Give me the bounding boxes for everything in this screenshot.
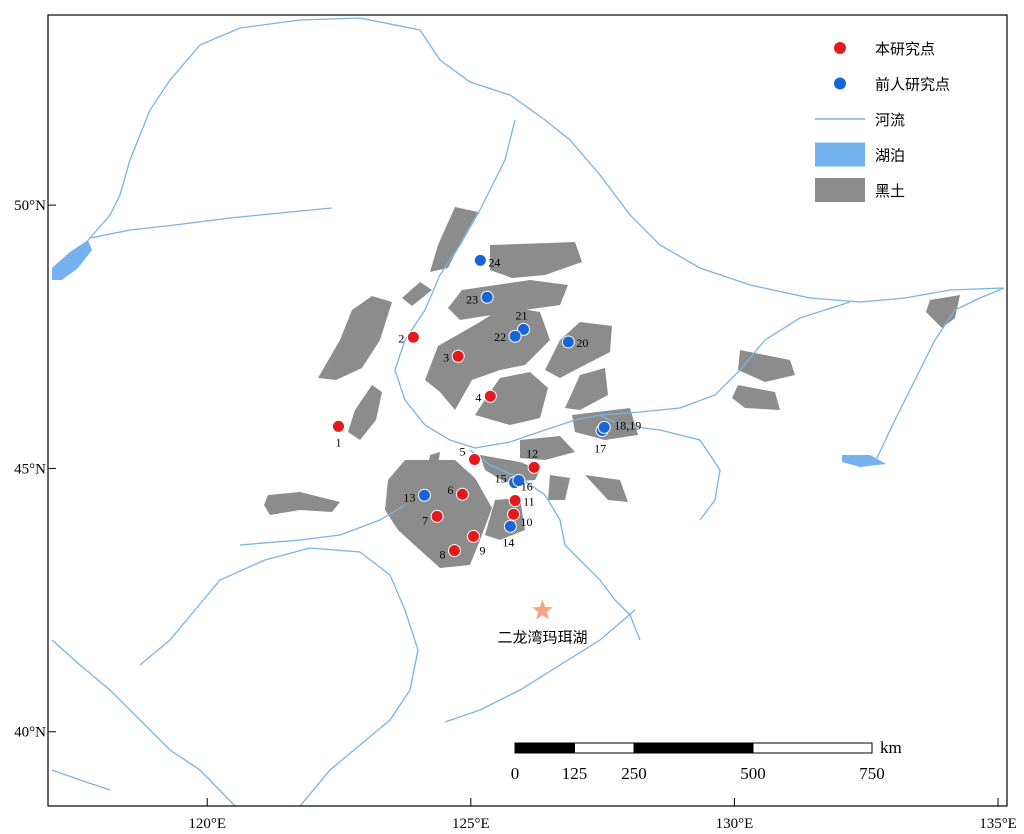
scale-unit: km bbox=[880, 738, 902, 757]
site-point bbox=[517, 322, 531, 336]
site-label: 22 bbox=[494, 330, 506, 344]
site-point bbox=[597, 420, 611, 434]
site-point bbox=[331, 419, 345, 433]
x-tick-label: 130°E bbox=[716, 816, 754, 832]
site-point bbox=[468, 452, 482, 466]
site-point bbox=[480, 290, 494, 304]
site-point bbox=[451, 349, 465, 363]
site-label: 12 bbox=[526, 446, 538, 460]
scale-segment bbox=[633, 742, 754, 754]
site-label: 15 bbox=[495, 472, 507, 486]
site-label: 11 bbox=[523, 495, 535, 509]
y-tick-label: 40°N bbox=[14, 725, 46, 741]
scale-segment bbox=[514, 742, 575, 754]
site-label: 14 bbox=[502, 535, 514, 549]
legend-label: 黑土 bbox=[875, 182, 905, 200]
site-label: 24 bbox=[488, 255, 500, 269]
site-point bbox=[507, 507, 521, 521]
site-label: 21 bbox=[516, 308, 528, 322]
site-label: 6 bbox=[447, 483, 453, 497]
site-point bbox=[447, 544, 461, 558]
legend-label: 河流 bbox=[875, 111, 905, 129]
legend-label: 本研究点 bbox=[875, 40, 935, 58]
lake-label: 二龙湾玛珥湖 bbox=[498, 629, 588, 647]
x-tick-label: 125°E bbox=[452, 816, 490, 832]
site-label: 23 bbox=[466, 292, 478, 306]
scale-label: 0 bbox=[511, 764, 520, 783]
scale-segment bbox=[752, 742, 873, 754]
site-label: 7 bbox=[422, 513, 428, 527]
site-label: 9 bbox=[479, 543, 485, 557]
scale-label: 750 bbox=[859, 764, 885, 783]
site-label: 4 bbox=[475, 390, 481, 404]
site-point bbox=[417, 488, 431, 502]
site-label: 20 bbox=[576, 336, 588, 350]
site-point bbox=[508, 494, 522, 508]
site-label: 17 bbox=[594, 442, 606, 456]
site-point bbox=[503, 519, 517, 533]
site-label: 13 bbox=[403, 490, 415, 504]
site-point bbox=[561, 335, 575, 349]
site-label: 16 bbox=[521, 480, 533, 494]
y-tick-label: 50°N bbox=[14, 198, 46, 214]
legend-symbol bbox=[815, 142, 865, 167]
site-point bbox=[466, 529, 480, 543]
site-point bbox=[508, 329, 522, 343]
scale-segment bbox=[574, 742, 635, 754]
site-point bbox=[430, 509, 444, 523]
map-frame bbox=[47, 14, 1008, 807]
site-label: 1 bbox=[335, 435, 341, 449]
y-tick-label: 45°N bbox=[14, 461, 46, 477]
legend-label: 前人研究点 bbox=[875, 76, 950, 94]
scale-label: 250 bbox=[621, 764, 647, 783]
site-point bbox=[406, 330, 420, 344]
site-point bbox=[473, 253, 487, 267]
site-label: 3 bbox=[443, 350, 449, 364]
site-label: 2 bbox=[398, 331, 404, 345]
site-point bbox=[483, 389, 497, 403]
rivers bbox=[51, 17, 1005, 806]
site-label: 8 bbox=[439, 548, 445, 562]
scale-label: 500 bbox=[740, 764, 766, 783]
legend-symbol bbox=[834, 42, 846, 54]
site-point bbox=[455, 487, 469, 501]
lake-star bbox=[532, 599, 553, 620]
legend-symbol bbox=[834, 77, 846, 90]
site-label: 10 bbox=[521, 515, 533, 529]
site-label: 5 bbox=[460, 444, 466, 458]
site-point bbox=[512, 474, 526, 488]
site-label: 18,19 bbox=[614, 418, 641, 432]
x-tick-label: 120°E bbox=[188, 816, 226, 832]
legend-symbol bbox=[815, 178, 865, 202]
site-point bbox=[527, 460, 541, 474]
legend-label: 湖泊 bbox=[875, 147, 905, 165]
x-tick-label: 135°E bbox=[979, 816, 1017, 832]
scale-label: 125 bbox=[562, 764, 588, 783]
